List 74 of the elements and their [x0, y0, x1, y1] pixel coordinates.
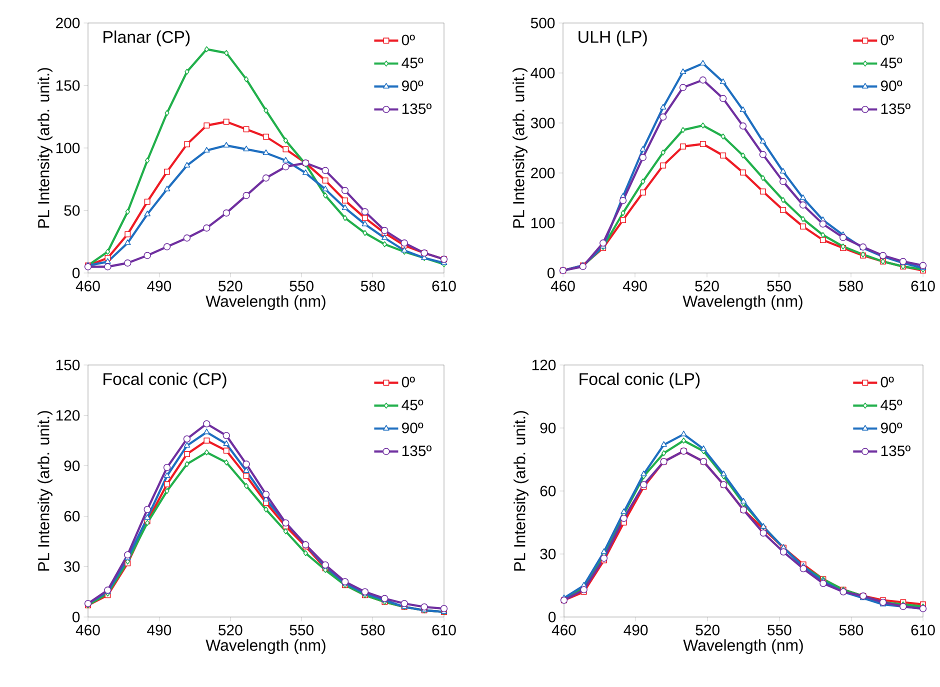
legend-label: 45º	[880, 58, 902, 68]
x-tick-label: 520	[696, 624, 720, 636]
y-tick-label: 150	[56, 360, 80, 370]
y-axis-title: PL Intensity (arb. unit.)	[38, 411, 52, 571]
x-tick-label: 580	[839, 624, 864, 636]
legend-label: 90º	[402, 80, 424, 92]
y-tick-label: 30	[64, 561, 80, 572]
x-tick-label: 610	[432, 280, 456, 292]
x-tick-label: 580	[360, 280, 385, 292]
legend-label: 90º	[880, 80, 902, 92]
legend-label: 0º	[880, 376, 894, 388]
chart-title: ULH (LP)	[578, 30, 647, 46]
y-tick-label: 200	[531, 168, 555, 178]
x-tick-label: 550	[290, 624, 314, 636]
x-tick-label: 490	[147, 280, 172, 292]
legend-label: 0º	[402, 34, 415, 46]
legend-label: 135º	[881, 446, 910, 456]
y-axis-title: PL Intensity (arb. unit.)	[38, 68, 52, 228]
y-tick-label: 400	[530, 68, 555, 78]
x-tick-label: 550	[767, 280, 791, 292]
y-tick-label: 50	[64, 205, 80, 216]
y-tick-label: 0	[72, 268, 80, 278]
y-tick-label: 0	[548, 268, 555, 278]
y-tick-label: 0	[548, 612, 556, 622]
x-axis-title: Wavelength (nm)	[682, 295, 802, 310]
chart-title: Focal conic (CP)	[104, 372, 226, 388]
legend-label: 90º	[880, 422, 902, 434]
x-tick-label: 490	[624, 624, 648, 636]
y-tick-label: 300	[530, 118, 555, 128]
x-axis-title: Wavelength (nm)	[206, 295, 326, 310]
y-tick-label: 60	[540, 486, 556, 496]
y-axis-title: PL Intensity (arb. unit.)	[514, 411, 528, 571]
y-tick-label: 120	[56, 410, 80, 421]
x-tick-label: 460	[550, 280, 575, 292]
legend-label: 45º	[880, 400, 902, 410]
legend-label: 135º	[881, 103, 910, 114]
y-tick-label: 90	[540, 422, 556, 434]
y-tick-label: 60	[64, 510, 80, 522]
x-tick-label: 520	[218, 280, 242, 292]
x-tick-label: 610	[911, 280, 935, 292]
legend-label: 45º	[402, 400, 424, 410]
x-tick-label: 610	[911, 624, 935, 636]
y-tick-label: 200	[56, 18, 80, 28]
legend-label: 0º	[402, 376, 415, 388]
x-tick-label: 460	[76, 624, 100, 636]
y-tick-label: 0	[72, 612, 80, 622]
legend-label: 45º	[402, 58, 424, 68]
x-tick-label: 520	[695, 280, 719, 292]
legend-label: 135º	[402, 446, 432, 456]
y-axis-title: PL Intensity (arb. unit.)	[512, 68, 528, 228]
y-tick-label: 100	[531, 218, 555, 228]
legend-label: 90º	[402, 422, 424, 434]
y-tick-label: 30	[540, 548, 556, 560]
chart-title: Planar (CP)	[104, 30, 190, 46]
x-tick-label: 490	[147, 624, 172, 636]
y-tick-label: 150	[56, 80, 80, 91]
y-tick-label: 120	[532, 360, 556, 370]
x-tick-label: 460	[76, 280, 100, 292]
x-axis-title: Wavelength (nm)	[683, 639, 803, 654]
y-tick-label: 90	[64, 460, 80, 472]
x-tick-label: 460	[552, 624, 576, 636]
x-axis-title: Wavelength (nm)	[206, 639, 326, 654]
x-tick-label: 580	[839, 280, 863, 292]
x-tick-label: 580	[360, 624, 385, 636]
chart-title: Focal conic (LP)	[580, 372, 700, 388]
x-tick-label: 520	[218, 624, 242, 636]
x-tick-label: 550	[290, 280, 314, 292]
x-tick-label: 550	[768, 624, 792, 636]
y-tick-label: 500	[530, 18, 555, 28]
legend-label: 0º	[880, 34, 894, 46]
x-tick-label: 610	[432, 624, 456, 636]
legend-label: 135º	[402, 103, 432, 114]
y-tick-label: 100	[56, 142, 80, 154]
x-tick-label: 490	[622, 280, 647, 292]
